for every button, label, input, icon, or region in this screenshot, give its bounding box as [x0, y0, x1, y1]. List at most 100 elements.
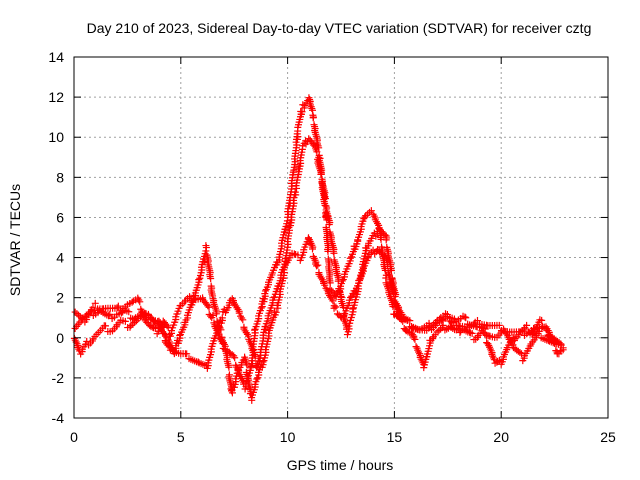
axis-ticks: 0 5 10 15 20 25 -4 -2 0 2 4 6 8 10 12 14 [48, 49, 616, 445]
data-point [291, 188, 299, 196]
data-point [523, 321, 531, 329]
data-point [375, 225, 383, 233]
data-point [150, 318, 158, 326]
data-point [113, 304, 121, 312]
data-point [412, 343, 420, 351]
data-point [102, 322, 110, 330]
data-point [152, 320, 160, 328]
y-tick-label: 12 [48, 89, 64, 105]
data-point [141, 317, 149, 325]
data-point [87, 307, 95, 315]
data-point [346, 254, 354, 262]
data-point [325, 221, 333, 229]
data-point [387, 267, 395, 275]
x-axis-label: GPS time / hours [287, 457, 394, 473]
data-point [481, 325, 489, 333]
y-axis-label: SDTVAR / TECUs [7, 184, 23, 296]
data-point [225, 363, 233, 371]
data-point [500, 325, 508, 333]
data-point [308, 245, 316, 253]
data-point [135, 296, 143, 304]
data-point [243, 361, 251, 369]
y-tick-label: 4 [56, 250, 64, 266]
data-point [121, 317, 129, 325]
data-point [411, 335, 419, 343]
data-point [165, 343, 173, 351]
data-point [328, 287, 336, 295]
data-point [370, 229, 378, 237]
data-point [559, 346, 567, 354]
y-tick-label: -2 [52, 370, 65, 386]
data-point [159, 328, 167, 336]
data-point [390, 289, 398, 297]
gridlines [74, 57, 608, 418]
data-point [146, 313, 154, 321]
data-point [305, 135, 313, 143]
data-point [409, 331, 417, 339]
data-point [461, 313, 469, 321]
y-tick-label: -4 [52, 410, 65, 426]
y-tick-label: 8 [56, 169, 64, 185]
y-tick-label: 10 [48, 129, 64, 145]
data-point [322, 195, 330, 203]
data-point [383, 261, 391, 269]
data-point [89, 303, 97, 311]
data-point [313, 262, 321, 270]
data-point [473, 317, 481, 325]
data-point [114, 302, 122, 310]
data-point [332, 303, 340, 311]
data-point [137, 313, 145, 321]
data-point [75, 311, 83, 319]
data-point [91, 299, 99, 307]
y-tick-label: 6 [56, 209, 64, 225]
data-point [218, 314, 226, 322]
data-point [212, 310, 220, 318]
data-point [186, 293, 194, 301]
data-point [468, 329, 476, 337]
series-track-3 [70, 234, 567, 372]
data-point [71, 308, 79, 316]
data-point [456, 329, 464, 337]
x-tick-label: 25 [600, 429, 616, 445]
y-tick-label: 2 [56, 290, 64, 306]
data-point [489, 352, 497, 360]
data-point [205, 303, 213, 311]
data-point [146, 322, 154, 330]
data-point [207, 275, 215, 283]
data-point [330, 302, 338, 310]
data-point [443, 311, 451, 319]
data-point [334, 277, 342, 285]
data-point [74, 343, 82, 351]
data-point [538, 316, 546, 324]
data-point [378, 228, 386, 236]
data-point [410, 334, 418, 342]
data-point [106, 310, 114, 318]
chart-title: Day 210 of 2023, Sidereal Day-to-day VTE… [87, 20, 592, 36]
data-point [140, 310, 148, 318]
data-point [272, 308, 280, 316]
data-point [439, 321, 447, 329]
data-point [314, 261, 322, 269]
data-point [183, 350, 191, 358]
data-point [436, 315, 444, 323]
data-point [253, 363, 261, 371]
data-point [555, 340, 563, 348]
data-point [117, 309, 125, 317]
data-point [239, 316, 247, 324]
data-point [169, 347, 177, 355]
data-point [394, 313, 402, 321]
data-point [406, 317, 414, 325]
x-tick-label: 5 [177, 429, 185, 445]
data-point [313, 148, 321, 156]
data-point [261, 287, 269, 295]
series-track-2 [71, 135, 563, 404]
data-point [164, 341, 172, 349]
data-point [398, 310, 406, 318]
data-point [251, 352, 259, 360]
x-tick-label: 10 [280, 429, 296, 445]
data-point [369, 246, 377, 254]
data-point [231, 354, 239, 362]
data-point [326, 279, 334, 287]
data-point [128, 298, 136, 306]
